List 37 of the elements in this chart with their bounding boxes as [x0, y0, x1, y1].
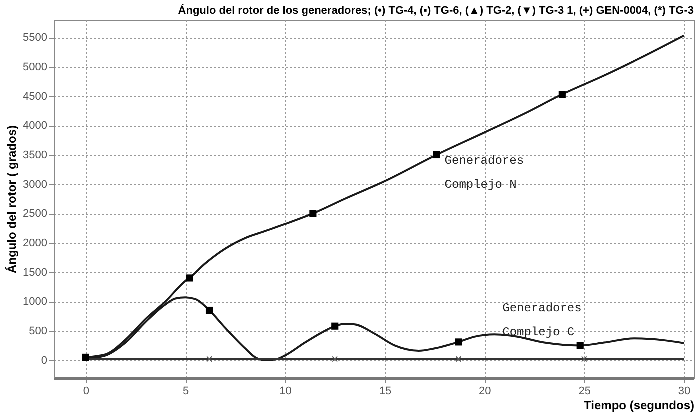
- x-tick-label: 30: [678, 386, 691, 398]
- point: [206, 356, 213, 362]
- y-tick-label: 5000: [23, 61, 48, 74]
- point: [82, 354, 90, 361]
- y-tick-label: 0: [41, 354, 48, 367]
- y-tick-label: 2500: [23, 208, 48, 220]
- y-tick-label: 5500: [23, 32, 48, 44]
- point: [332, 356, 338, 362]
- x-axis-title: Tiempo (segundos): [584, 398, 694, 412]
- annotation: Generadores Complejo C: [502, 302, 582, 340]
- point: [456, 356, 462, 362]
- y-tick-label: 4000: [23, 120, 48, 132]
- y-tick-label: 500: [29, 326, 48, 338]
- x-tick-label: 15: [379, 386, 392, 398]
- point: [332, 322, 339, 330]
- point: [455, 338, 462, 346]
- y-axis-title: Ángulo del rotor ( grados): [5, 126, 20, 274]
- point: [558, 91, 566, 98]
- annotation: Generadores Complejo N: [444, 154, 524, 192]
- y-tick-label: 1500: [23, 266, 48, 279]
- point: [310, 210, 317, 218]
- x-tick-label: 0: [83, 386, 90, 398]
- x-tick-label: 5: [183, 386, 190, 398]
- y-tick-label: 3500: [23, 149, 48, 162]
- y-tick-label: 4500: [23, 90, 48, 103]
- chart-title: Ángulo del rotor de los generadores; (•) TG-4, (▪) TG-6, (▲) TG-2, (▼) TG-3 1, (+) GEN-0004, (*) TG-3: [178, 4, 694, 17]
- y-tick-label: 3000: [23, 178, 48, 191]
- x-tick-label: 10: [280, 386, 292, 398]
- x-tick-label: 25: [578, 386, 591, 398]
- point: [433, 151, 440, 159]
- y-tick-label: 2000: [23, 238, 48, 250]
- point: [581, 356, 588, 362]
- point: [206, 306, 214, 314]
- point: [576, 342, 584, 350]
- x-tick-label: 20: [479, 386, 492, 398]
- point: [186, 274, 194, 282]
- y-tick-label: 1000: [23, 296, 48, 308]
